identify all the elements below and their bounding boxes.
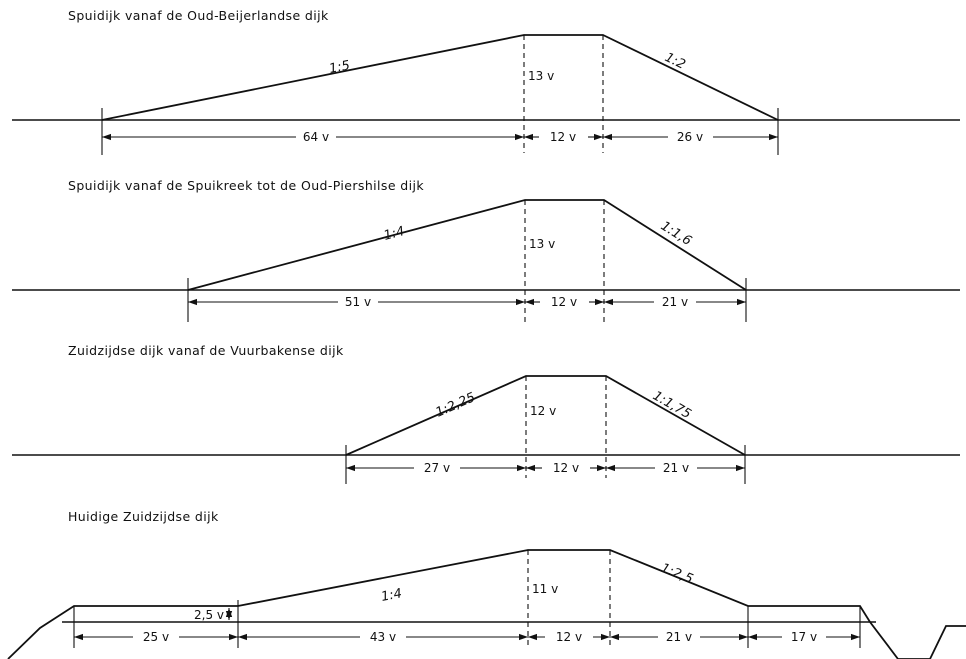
profile-2-slope-left-label: 1:4 (382, 224, 406, 244)
profile-4-title: Huidige Zuidzijdse dijk (68, 509, 219, 524)
profile-1-slope-left-label: 1:5 (328, 58, 351, 77)
profile-2-dike-outline (187, 199, 747, 291)
profile-3-base-right-label: 21 v (663, 461, 689, 475)
profile-1-dike-outline (101, 34, 779, 121)
profile-2: Spuidijk vanaf de Spuikreek tot de Oud-P… (12, 178, 960, 322)
profile-4-base-left-label: 43 v (370, 630, 396, 644)
profile-4: Huidige Zuidzijdse dijk 25 v 43 v 12 v 2… (7, 509, 966, 659)
profile-1-base-right-label: 26 v (677, 130, 703, 144)
profile-2-base-right-label: 21 v (662, 295, 688, 309)
profile-1-slope-right-label: 1:2 (662, 50, 687, 73)
profile-3-base-left-label: 27 v (424, 461, 450, 475)
profile-1-base-left-label: 64 v (303, 130, 329, 144)
profile-4-slope-left-label: 1:4 (380, 586, 403, 605)
profile-3: Zuidzijdse dijk vanaf de Vuurbakense dij… (12, 343, 960, 484)
profile-4-base-right-label: 21 v (666, 630, 692, 644)
profile-1-height-label: 13 v (528, 69, 554, 83)
profile-3-slope-left-label: 1:2,25 (434, 390, 478, 421)
profile-1-crest-width-label: 12 v (550, 130, 576, 144)
profile-2-crest-width-label: 12 v (551, 295, 577, 309)
profile-2-height-label: 13 v (529, 237, 555, 251)
profile-3-crest-width-label: 12 v (553, 461, 579, 475)
profile-3-title: Zuidzijdse dijk vanaf de Vuurbakense dij… (68, 343, 344, 358)
profile-4-berm-left-label: 25 v (143, 630, 169, 644)
profile-3-height-label: 12 v (530, 404, 556, 418)
profile-4-crest-width-label: 12 v (556, 630, 582, 644)
profile-2-base-left-label: 51 v (345, 295, 371, 309)
profile-2-title: Spuidijk vanaf de Spuikreek tot de Oud-P… (68, 178, 424, 193)
profile-3-dike-outline (345, 375, 746, 456)
profile-4-slope-right-label: 1:2,5 (659, 561, 696, 587)
profile-4-height-label: 11 v (532, 582, 558, 596)
profile-1: Spuidijk vanaf de Oud-Beijerlandse dijk … (12, 8, 960, 155)
profile-1-title: Spuidijk vanaf de Oud-Beijerlandse dijk (68, 8, 329, 23)
profile-4-berm-right-label: 17 v (791, 630, 817, 644)
profile-2-slope-right-label: 1:1,6 (658, 219, 694, 249)
profile-4-berm-height-label: 2,5 v (194, 608, 224, 622)
